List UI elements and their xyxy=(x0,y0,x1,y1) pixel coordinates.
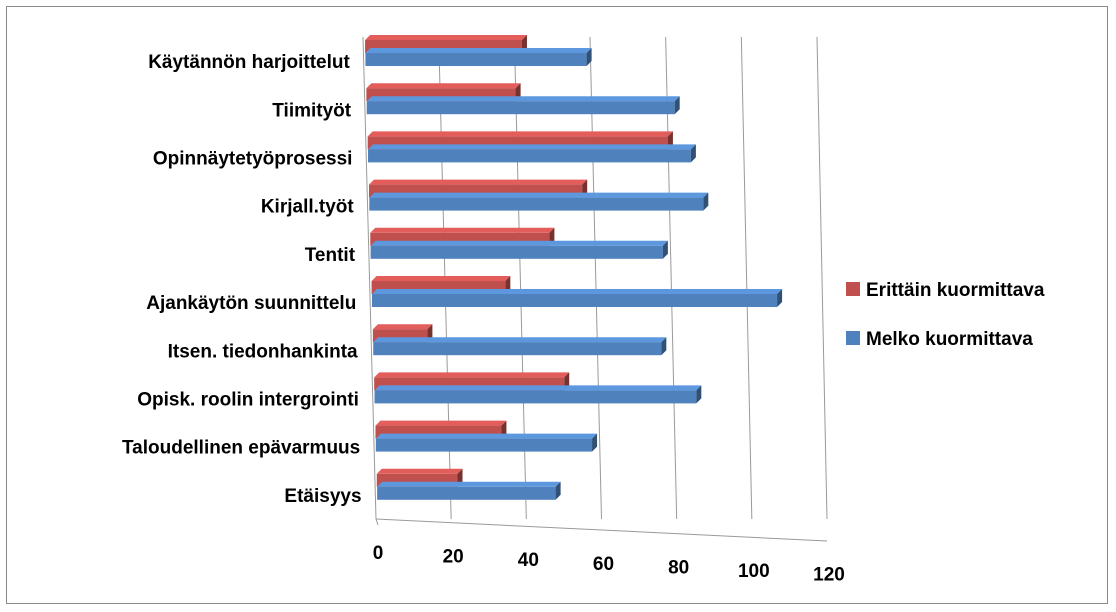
category-label: Itsen. tiedonhankinta xyxy=(168,341,358,362)
legend: Erittäin kuormittava Melko kuormittava xyxy=(846,280,1045,350)
legend-swatch-erittain xyxy=(846,282,860,296)
gridlines xyxy=(362,36,828,542)
x-tick-label-40: 40 xyxy=(518,550,539,571)
legend-label-erittain: Erittäin kuormittava xyxy=(866,280,1045,301)
bar-melko-taloudellinen-epävarmuus xyxy=(375,433,598,452)
gridline-80 xyxy=(665,36,678,520)
x-tick-label-20: 20 xyxy=(443,547,464,568)
bar-melko-ajankäytön-suunnittelu xyxy=(371,289,783,307)
chart-frame: Käytännön harjoittelut Tiimityöt Opinnäyte… xyxy=(6,6,1108,604)
legend-item-melko: Melko kuormittava xyxy=(846,329,1033,350)
legend-item-erittain: Erittäin kuormittava xyxy=(846,280,1045,301)
category-label: Käytännön harjoittelut xyxy=(148,52,350,73)
bar-chart: Käytännön harjoittelut Tiimityöt Opinnäyte… xyxy=(122,35,1045,586)
x-tick-labels: 0 20 40 60 80 100 120 xyxy=(373,543,845,586)
axis-corner xyxy=(375,518,379,526)
x-tick-label-60: 60 xyxy=(593,554,614,575)
gridline-0 xyxy=(362,36,377,520)
bar-melko-tentit xyxy=(370,240,668,259)
category-label: Opinnäytetyöprosessi xyxy=(153,149,353,170)
bars xyxy=(365,35,783,500)
gridline-60 xyxy=(589,36,602,520)
bar-melko-käytännön-harjoittelut xyxy=(365,48,592,66)
x-tick-label-100: 100 xyxy=(738,561,770,582)
category-label: Tentit xyxy=(305,245,356,266)
category-label: Kirjall.työt xyxy=(261,197,355,218)
category-labels: Käytännön harjoittelut Tiimityöt Opinnäyte… xyxy=(122,52,362,507)
axis-floor xyxy=(375,518,828,542)
bar-melko-opinnäytetyöprosessi xyxy=(368,144,696,163)
category-label: Etäisyys xyxy=(284,486,361,507)
x-tick-label-0: 0 xyxy=(373,543,384,564)
category-label: Opisk. roolin intergrointi xyxy=(137,390,359,411)
bar-melko-etäisyys xyxy=(377,481,561,500)
bar-melko-itsen-tiedonhankinta xyxy=(373,337,667,356)
bar-melko-opisk-roolin-intergrointi xyxy=(374,385,702,404)
x-tick-label-120: 120 xyxy=(813,565,845,586)
category-label: Taloudellinen epävarmuus xyxy=(122,438,360,459)
x-tick-label-80: 80 xyxy=(668,557,689,578)
bar-melko-tiimityöt xyxy=(366,96,680,115)
legend-label-melko: Melko kuormittava xyxy=(866,329,1033,350)
category-label: Ajankäytön suunnittelu xyxy=(146,293,356,314)
gridline-120 xyxy=(816,36,828,520)
legend-swatch-melko xyxy=(846,331,860,345)
gridline-100 xyxy=(740,36,753,520)
category-label: Tiimityöt xyxy=(272,100,351,121)
bar-melko-kirjall-työt xyxy=(369,192,709,211)
